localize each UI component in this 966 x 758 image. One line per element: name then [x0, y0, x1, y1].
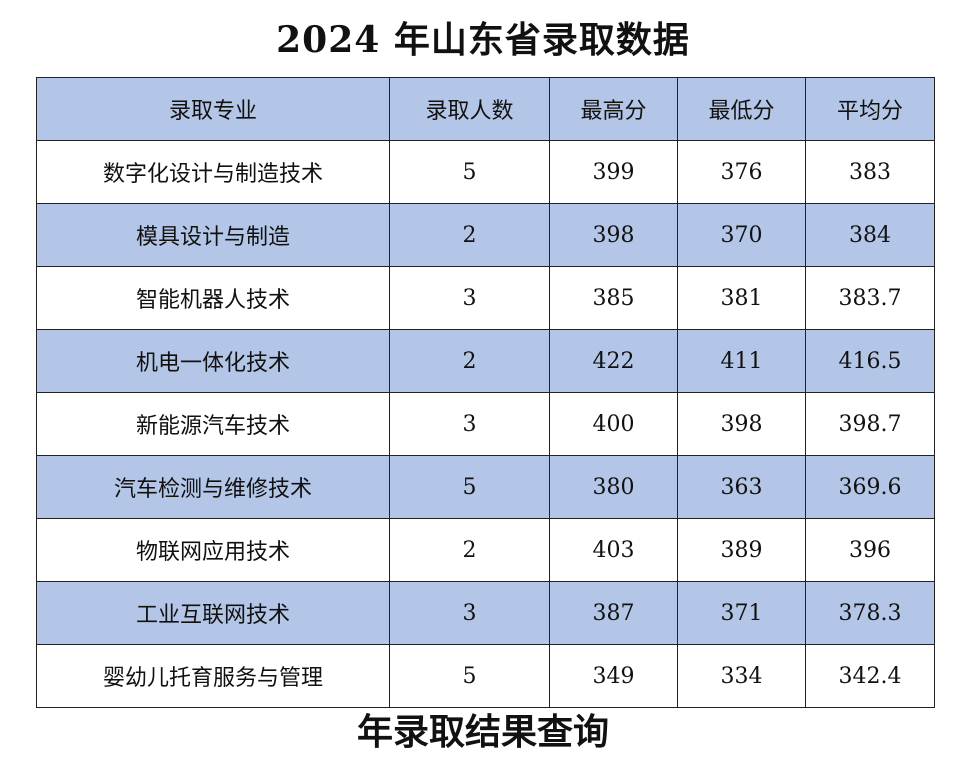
- cell-max-score: 380: [549, 455, 678, 519]
- cell-major: 新能源汽车技术: [36, 392, 390, 456]
- cell-count: 2: [389, 203, 550, 267]
- cell-min-score: 376: [677, 140, 806, 204]
- cell-count: 5: [389, 455, 550, 519]
- cell-major: 工业互联网技术: [36, 581, 390, 645]
- cell-avg-score: 369.6: [805, 455, 935, 519]
- table-row: 新能源汽车技术 3 400 398 398.7: [36, 392, 935, 456]
- cell-min-score: 370: [677, 203, 806, 267]
- cell-count: 5: [389, 644, 550, 708]
- cell-major: 智能机器人技术: [36, 266, 390, 330]
- cell-max-score: 403: [549, 518, 678, 582]
- table-row: 机电一体化技术 2 422 411 416.5: [36, 329, 935, 393]
- cell-min-score: 371: [677, 581, 806, 645]
- table-row: 数字化设计与制造技术 5 399 376 383: [36, 140, 935, 204]
- cell-max-score: 387: [549, 581, 678, 645]
- cell-major: 婴幼儿托育服务与管理: [36, 644, 390, 708]
- cell-avg-score: 378.3: [805, 581, 935, 645]
- next-section-heading: 年录取结果查询: [356, 711, 609, 753]
- table-row: 婴幼儿托育服务与管理 5 349 334 342.4: [36, 644, 935, 708]
- cell-min-score: 334: [677, 644, 806, 708]
- cell-max-score: 398: [549, 203, 678, 267]
- cell-max-score: 399: [549, 140, 678, 204]
- cell-avg-score: 384: [805, 203, 935, 267]
- cell-max-score: 400: [549, 392, 678, 456]
- table-header-row: 录取专业 录取人数 最高分 最低分 平均分: [36, 77, 935, 141]
- cell-major: 模具设计与制造: [36, 203, 390, 267]
- cell-count: 3: [389, 392, 550, 456]
- cell-major: 机电一体化技术: [36, 329, 390, 393]
- cell-avg-score: 383.7: [805, 266, 935, 330]
- cell-avg-score: 342.4: [805, 644, 935, 708]
- cell-min-score: 381: [677, 266, 806, 330]
- cell-major: 物联网应用技术: [36, 518, 390, 582]
- cell-avg-score: 383: [805, 140, 935, 204]
- cell-count: 5: [389, 140, 550, 204]
- header-major: 录取专业: [36, 77, 390, 141]
- header-count: 录取人数: [389, 77, 550, 141]
- cell-count: 2: [389, 329, 550, 393]
- cell-major: 汽车检测与维修技术: [36, 455, 390, 519]
- cell-min-score: 398: [677, 392, 806, 456]
- cell-count: 3: [389, 266, 550, 330]
- header-avg-score: 平均分: [805, 77, 935, 141]
- cell-max-score: 385: [549, 266, 678, 330]
- table-row: 物联网应用技术 2 403 389 396: [36, 518, 935, 582]
- header-max-score: 最高分: [549, 77, 678, 141]
- cell-avg-score: 396: [805, 518, 935, 582]
- admission-table: 录取专业 录取人数 最高分 最低分 平均分 数字化设计与制造技术 5 399 3…: [36, 77, 935, 708]
- table-row: 智能机器人技术 3 385 381 383.7: [36, 266, 935, 330]
- cell-max-score: 422: [549, 329, 678, 393]
- cell-min-score: 389: [677, 518, 806, 582]
- cell-min-score: 411: [677, 329, 806, 393]
- cell-avg-score: 398.7: [805, 392, 935, 456]
- table-row: 模具设计与制造 2 398 370 384: [36, 203, 935, 267]
- header-min-score: 最低分: [677, 77, 806, 141]
- cell-min-score: 363: [677, 455, 806, 519]
- table-row: 工业互联网技术 3 387 371 378.3: [36, 581, 935, 645]
- cell-avg-score: 416.5: [805, 329, 935, 393]
- cell-major: 数字化设计与制造技术: [36, 140, 390, 204]
- cell-count: 2: [389, 518, 550, 582]
- cell-count: 3: [389, 581, 550, 645]
- table-row: 汽车检测与维修技术 5 380 363 369.6: [36, 455, 935, 519]
- page-title: 2024 年山东省录取数据: [276, 19, 690, 61]
- cell-max-score: 349: [549, 644, 678, 708]
